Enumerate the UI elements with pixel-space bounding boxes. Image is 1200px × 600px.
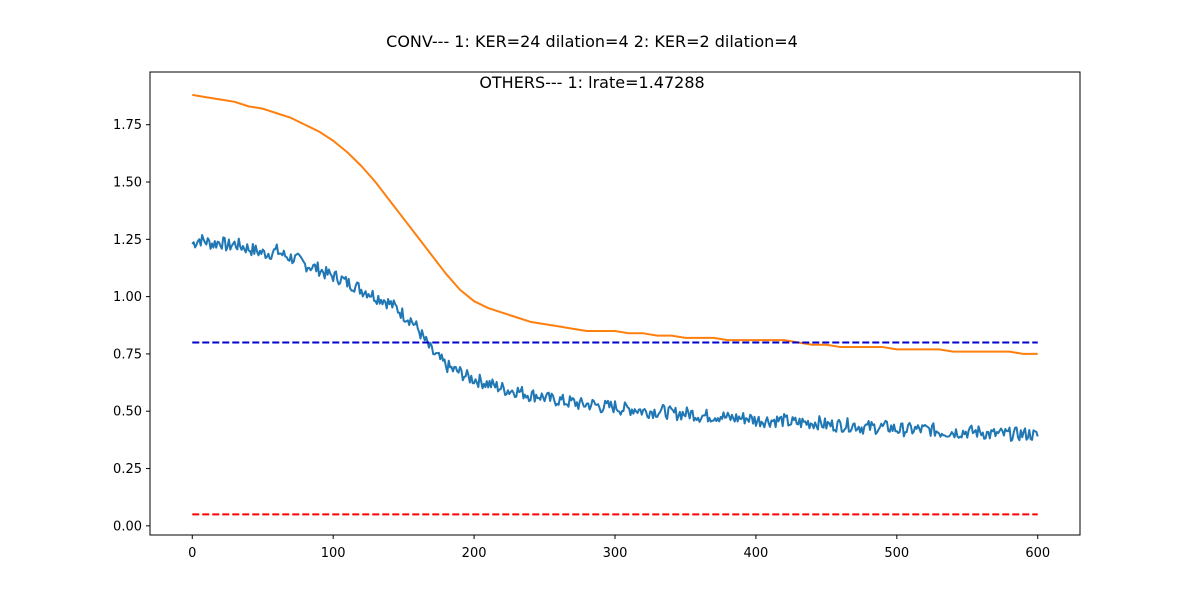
plot-frame	[149, 71, 1081, 536]
y-tick-label: 1.75	[113, 118, 142, 133]
y-tick-label: 0.00	[113, 519, 142, 534]
x-tick-label: 500	[884, 546, 909, 561]
y-tick-label: 1.50	[113, 176, 142, 191]
y-tick-label: 0.75	[113, 347, 142, 362]
x-tick-label: 300	[603, 546, 628, 561]
chart-title: CONV--- 1: KER=24 dilation=4 2: KER=2 di…	[386, 32, 798, 51]
x-axis: 0 100 200 300 400 500 600	[188, 535, 1050, 561]
x-tick-label: 600	[1025, 546, 1050, 561]
x-tick-label: 200	[462, 546, 487, 561]
x-tick-label: 400	[743, 546, 768, 561]
y-axis: 0.00 0.25 0.50 0.75 1.00 1.25 1.50 1.75	[113, 118, 150, 534]
x-tick-label: 100	[321, 546, 346, 561]
y-tick-label: 0.25	[113, 462, 142, 477]
x-tick-label: 0	[188, 546, 196, 561]
y-tick-label: 1.00	[113, 290, 142, 305]
y-tick-label: 1.25	[113, 233, 142, 248]
series-line	[191, 234, 1039, 442]
series-line	[192, 93, 1038, 355]
series-layer	[191, 93, 1039, 516]
y-tick-label: 0.50	[113, 405, 142, 420]
chart-subtitle: OTHERS--- 1: lrate=1.47288	[479, 73, 704, 92]
